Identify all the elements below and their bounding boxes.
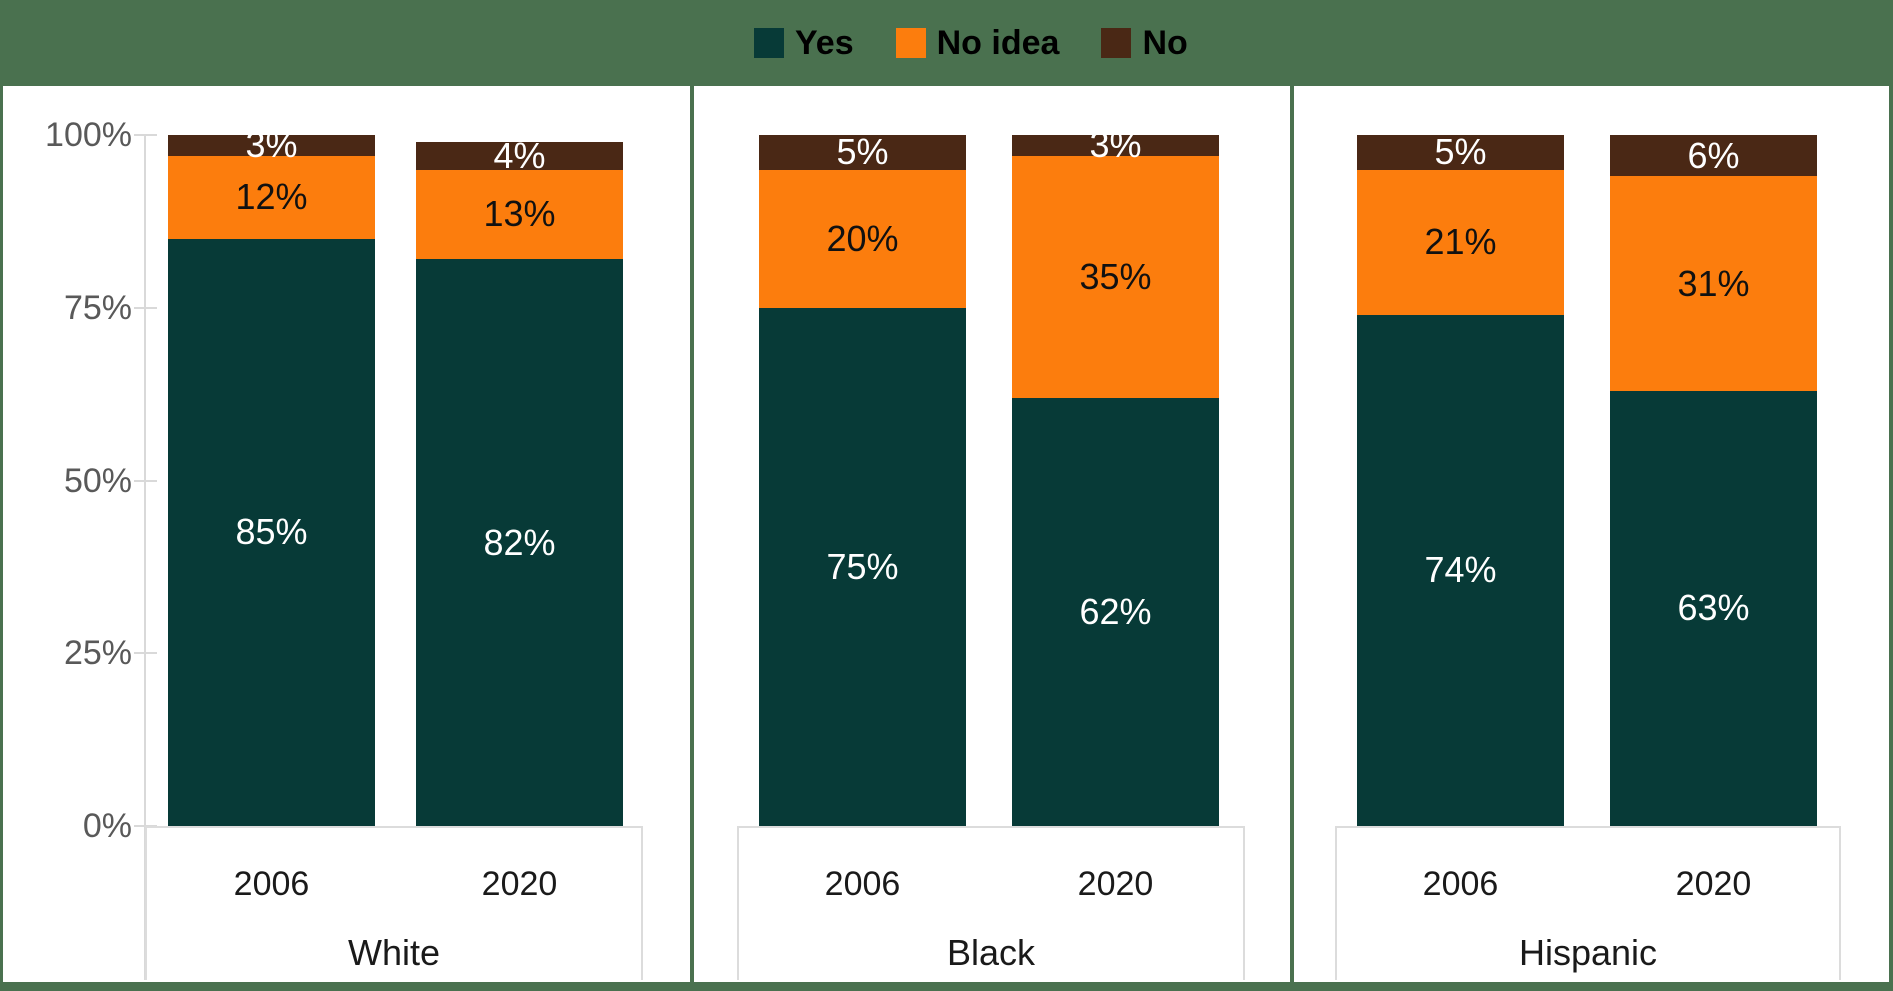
- legend-item: No idea: [895, 24, 1060, 62]
- year-label: 2006: [1422, 865, 1499, 903]
- bar-data-label: 82%: [483, 521, 556, 563]
- frame-right-border: [1889, 0, 1893, 991]
- panel-box-border: [145, 826, 147, 980]
- panel-baseline: [1335, 826, 1841, 828]
- bar-data-label: 3%: [245, 124, 298, 166]
- legend-label: No: [1142, 24, 1188, 62]
- bar-data-label: 5%: [1434, 131, 1487, 173]
- bar-data-label: 13%: [483, 193, 556, 235]
- bar-segment-no: [1357, 135, 1564, 170]
- panel-divider-white-black: [690, 0, 694, 991]
- bar-segment-no-idea: [168, 155, 375, 239]
- y-axis-line: [144, 135, 146, 980]
- bar-segment-no: [168, 135, 375, 156]
- y-axis-tick: [134, 134, 157, 136]
- legend-swatch-icon: [754, 28, 784, 58]
- bar-segment-no: [1610, 135, 1817, 177]
- bar-segment-no-idea: [759, 169, 966, 308]
- year-label: 2020: [1077, 865, 1154, 903]
- bar-data-label: 62%: [1079, 590, 1152, 632]
- bar-data-label: 63%: [1677, 587, 1750, 629]
- panel-box-border: [1839, 826, 1841, 980]
- y-axis-tick: [134, 652, 157, 655]
- bar-data-label: 85%: [235, 511, 308, 553]
- year-label: 2020: [481, 865, 558, 903]
- y-axis-tick: [134, 306, 157, 309]
- bar-segment-no-idea: [1012, 155, 1219, 398]
- bar-data-label: 5%: [836, 131, 889, 173]
- bar-segment-yes: [1012, 397, 1219, 826]
- frame-top-band: [0, 0, 1893, 86]
- bar-data-label: 74%: [1424, 549, 1497, 591]
- bar-segment-no-idea: [1610, 176, 1817, 391]
- bar-segment-no: [759, 135, 966, 170]
- panel-box-border: [641, 826, 643, 980]
- panel-box-border: [1243, 826, 1245, 980]
- bar-segment-no-idea: [416, 169, 623, 260]
- legend-label: Yes: [795, 24, 854, 62]
- year-label: 2006: [824, 865, 901, 903]
- panel-baseline: [737, 826, 1245, 828]
- legend-item: No: [1101, 24, 1188, 62]
- legend-swatch-icon: [1101, 28, 1132, 58]
- bar-data-label: 3%: [1089, 124, 1142, 166]
- y-axis-tick: [134, 479, 157, 482]
- bar-segment-yes: [416, 259, 623, 826]
- bar-data-label: 35%: [1079, 255, 1152, 297]
- panel-box-border: [1335, 826, 1337, 980]
- panel-baseline: [145, 826, 643, 828]
- bar-segment-no-idea: [1357, 169, 1564, 315]
- panel-divider-black-hispanic: [1290, 0, 1294, 991]
- panel-box-border: [737, 826, 739, 980]
- y-axis-tick-label: 50%: [63, 461, 132, 500]
- legend-swatch-icon: [895, 28, 926, 58]
- year-label: 2006: [233, 865, 310, 903]
- bar-segment-yes: [1610, 390, 1817, 826]
- bar-data-label: 6%: [1687, 134, 1740, 176]
- bar-data-label: 21%: [1424, 221, 1497, 263]
- legend-label: No idea: [936, 24, 1060, 62]
- bar-data-label: 75%: [826, 545, 899, 587]
- bar-segment-no: [1012, 135, 1219, 156]
- y-axis-tick-label: 0%: [82, 807, 132, 845]
- group-label: Hispanic: [1518, 932, 1658, 973]
- frame-left-border: [0, 0, 3, 991]
- bar-data-label: 4%: [493, 134, 546, 176]
- y-axis-tick-label: 75%: [63, 288, 132, 327]
- bar-segment-yes: [1357, 314, 1564, 826]
- bar-segment-no: [416, 141, 623, 170]
- bar-data-label: 31%: [1677, 262, 1750, 304]
- bar-segment-yes: [759, 307, 966, 826]
- y-axis-tick-label: 25%: [63, 634, 132, 673]
- group-label: White: [347, 932, 441, 973]
- legend: Yes No idea No: [754, 0, 1188, 86]
- frame-bottom-band: [0, 982, 1893, 991]
- bar-data-label: 12%: [235, 176, 308, 218]
- bar-data-label: 20%: [826, 217, 899, 259]
- year-label: 2020: [1675, 865, 1752, 903]
- group-label: Black: [946, 932, 1036, 973]
- y-axis-tick-label: 100%: [45, 116, 132, 154]
- bar-segment-yes: [168, 238, 375, 826]
- legend-item: Yes: [754, 26, 854, 60]
